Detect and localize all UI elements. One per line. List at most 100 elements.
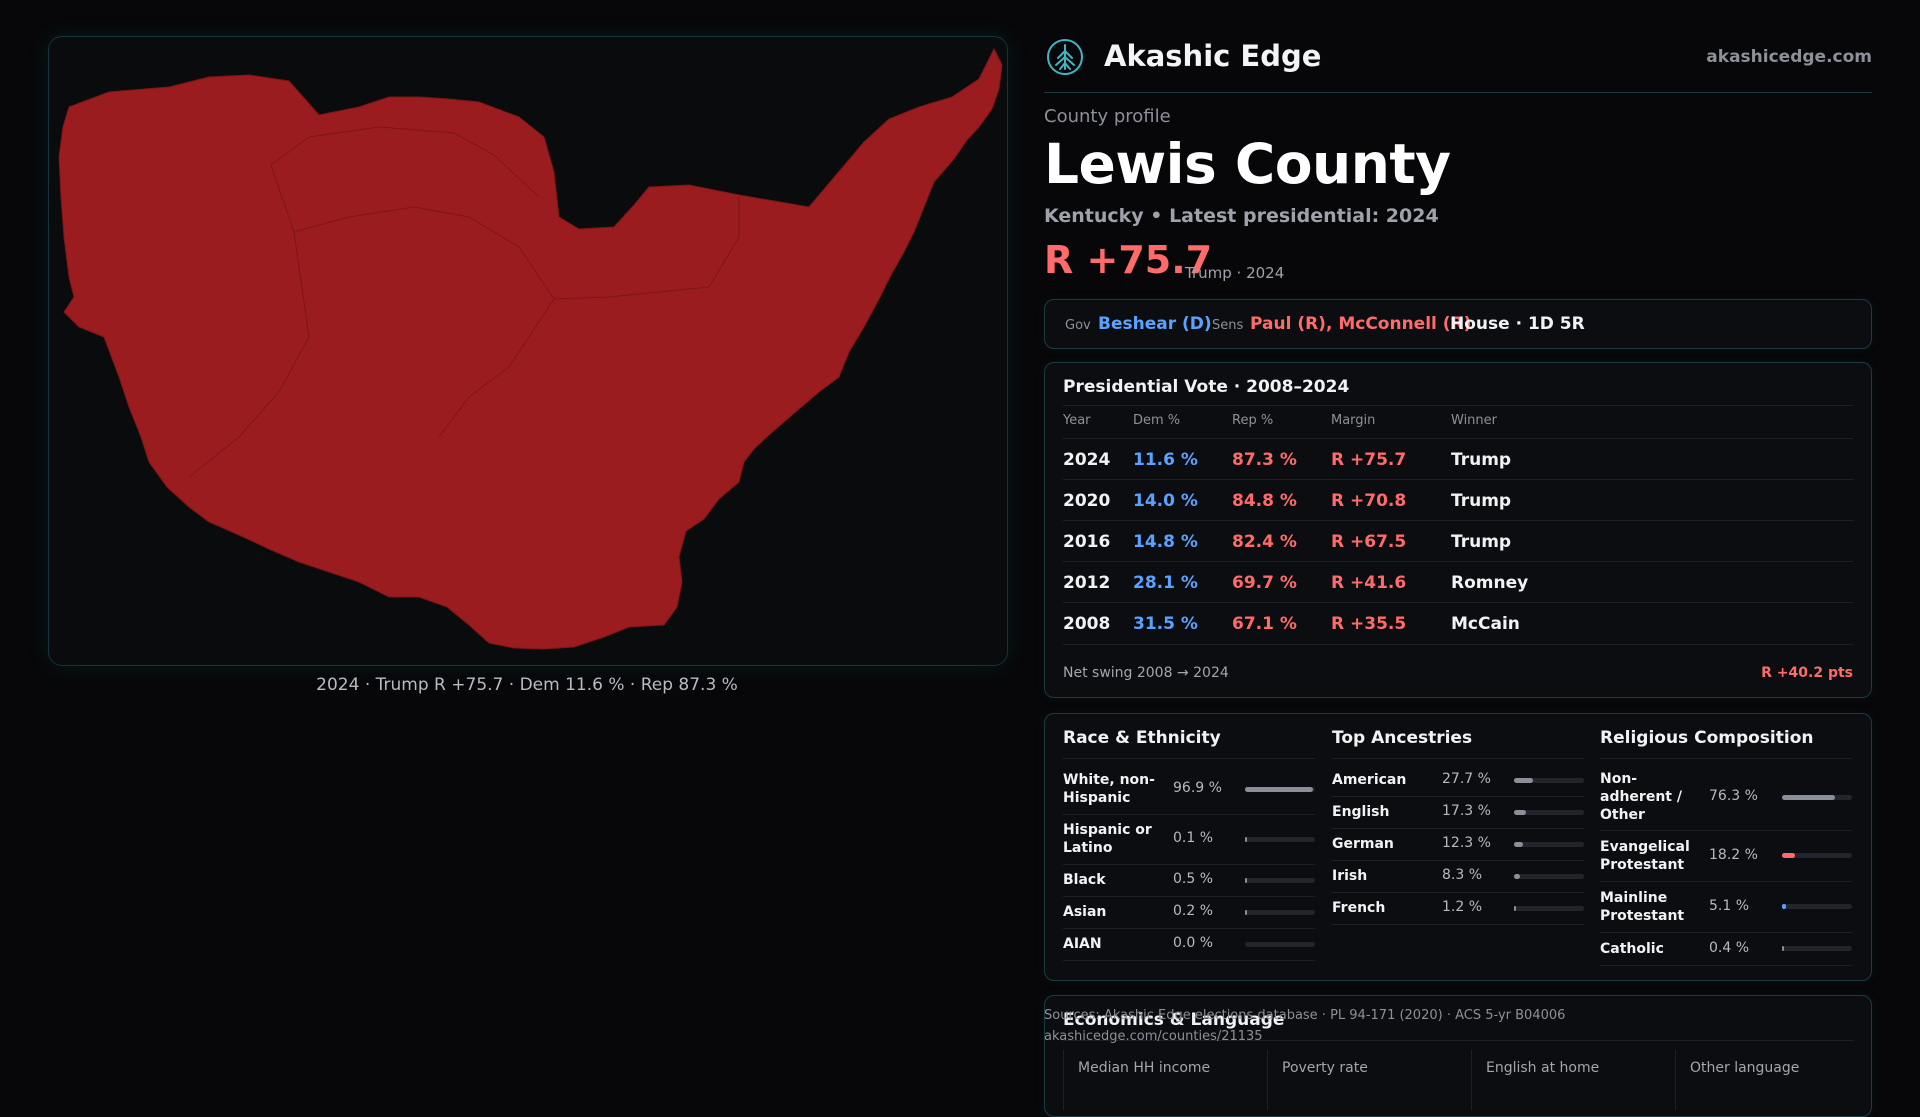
econ-label-poverty: Poverty rate bbox=[1282, 1060, 1368, 1076]
county-url-link[interactable]: akashicedge.com/counties/21135 bbox=[1044, 1029, 1263, 1044]
religion-row: Non-adherent / Other 76.3 % bbox=[1600, 764, 1852, 831]
officials-card: Gov Beshear (D) Sens Paul (R), McConnell… bbox=[1044, 299, 1872, 349]
sens-label: Sens bbox=[1212, 318, 1244, 333]
race-label: White, non-Hispanic bbox=[1063, 772, 1155, 806]
col-margin: Margin bbox=[1331, 413, 1376, 428]
economics-title: Economics & Language bbox=[1063, 1010, 1285, 1030]
ancestry-pct: 27.7 % bbox=[1442, 771, 1491, 787]
row-dem: 28.1 % bbox=[1133, 573, 1198, 593]
race-ethnicity-column: Race & Ethnicity White, non-Hispanic 96.9… bbox=[1063, 714, 1315, 980]
religion-bar-fill bbox=[1782, 904, 1786, 909]
race-bar-fill bbox=[1245, 909, 1247, 915]
col-year: Year bbox=[1063, 413, 1091, 428]
row-year: 2012 bbox=[1063, 573, 1111, 593]
race-row: AIAN 0.0 % bbox=[1063, 928, 1315, 961]
county-inner-border bbox=[188, 126, 740, 478]
religion-bar bbox=[1782, 794, 1852, 800]
race-label: Asian bbox=[1063, 904, 1107, 920]
religion-bar-fill bbox=[1782, 853, 1795, 858]
latest-margin: R +75.7 bbox=[1044, 238, 1213, 282]
table-row[interactable]: 2012 28.1 % 69.7 % R +41.6 Romney bbox=[1063, 561, 1853, 603]
row-rep: 67.1 % bbox=[1232, 614, 1297, 634]
ancestry-label: English bbox=[1332, 804, 1390, 820]
county-map[interactable] bbox=[49, 37, 1007, 665]
race-bar bbox=[1245, 941, 1315, 947]
race-row: Hispanic or Latino 0.1 % bbox=[1063, 814, 1315, 865]
county-shape[interactable] bbox=[58, 47, 1003, 650]
col-winner: Winner bbox=[1451, 413, 1498, 428]
row-winner: Trump bbox=[1451, 532, 1512, 552]
ancestry-pct: 1.2 % bbox=[1442, 899, 1483, 915]
religion-bar bbox=[1782, 904, 1852, 909]
row-rep: 69.7 % bbox=[1232, 573, 1297, 593]
race-divider bbox=[1063, 758, 1315, 759]
religion-pct: 76.3 % bbox=[1709, 788, 1758, 804]
ancestry-label: German bbox=[1332, 836, 1394, 852]
race-bar-fill bbox=[1245, 836, 1247, 842]
sens-value: Paul (R), McConnell (R) bbox=[1250, 314, 1472, 334]
religion-row: Catholic 0.4 % bbox=[1600, 932, 1852, 966]
religion-label: Evangelical Protestant bbox=[1600, 838, 1690, 873]
row-year: 2008 bbox=[1063, 614, 1111, 634]
religion-title: Religious Composition bbox=[1600, 728, 1814, 748]
econ-cell-income: Median HH income bbox=[1063, 1050, 1268, 1110]
row-margin: R +67.5 bbox=[1331, 532, 1407, 552]
race-row: White, non-Hispanic 96.9 % bbox=[1063, 764, 1315, 815]
table-row[interactable]: 2016 14.8 % 82.4 % R +67.5 Trump bbox=[1063, 520, 1853, 562]
ancestry-title: Top Ancestries bbox=[1332, 728, 1473, 748]
ancestry-column: Top Ancestries American 27.7 % English 17.3… bbox=[1332, 714, 1584, 980]
religion-label: Catholic bbox=[1600, 940, 1664, 957]
ancestry-label: Irish bbox=[1332, 868, 1368, 884]
ancestry-pct: 17.3 % bbox=[1442, 803, 1491, 819]
row-margin: R +70.8 bbox=[1331, 491, 1407, 511]
row-winner: Romney bbox=[1451, 573, 1529, 593]
row-margin: R +41.6 bbox=[1331, 573, 1407, 593]
brand-name[interactable]: Akashic Edge bbox=[1104, 39, 1322, 73]
sources-note: Sources: Akashic Edge elections database… bbox=[1044, 1005, 1565, 1047]
row-rep: 82.4 % bbox=[1232, 532, 1297, 552]
race-bar-fill bbox=[1245, 877, 1247, 883]
religion-bar-fill bbox=[1782, 946, 1784, 951]
ancestry-label: American bbox=[1332, 772, 1407, 788]
ancestry-divider bbox=[1332, 758, 1584, 759]
table-row[interactable]: 2020 14.0 % 84.8 % R +70.8 Trump bbox=[1063, 479, 1853, 521]
race-bar bbox=[1245, 909, 1315, 915]
ancestry-row: American 27.7 % bbox=[1332, 764, 1584, 797]
race-pct: 96.9 % bbox=[1173, 780, 1222, 796]
economics-divider bbox=[1063, 1040, 1853, 1041]
race-bar bbox=[1245, 836, 1315, 842]
table-row[interactable]: 2024 11.6 % 87.3 % R +75.7 Trump bbox=[1063, 438, 1853, 480]
net-swing-label: Net swing 2008 → 2024 bbox=[1063, 665, 1229, 681]
race-row: Black 0.5 % bbox=[1063, 864, 1315, 897]
ancestry-row: French 1.2 % bbox=[1332, 892, 1584, 925]
tree-logo-icon[interactable] bbox=[1046, 38, 1084, 76]
race-title: Race & Ethnicity bbox=[1063, 728, 1221, 748]
latest-margin-note: Trump · 2024 bbox=[1185, 264, 1285, 282]
col-dem: Dem % bbox=[1133, 413, 1181, 428]
religion-label: Mainline Protestant bbox=[1600, 889, 1685, 924]
ancestry-bar-fill bbox=[1514, 777, 1534, 783]
race-bar bbox=[1245, 877, 1315, 883]
ancestry-bar-fill bbox=[1514, 905, 1516, 911]
race-pct: 0.0 % bbox=[1173, 935, 1214, 951]
profile-subtitle: Kentucky • Latest presidential: 2024 bbox=[1044, 205, 1439, 227]
row-dem: 14.0 % bbox=[1133, 491, 1198, 511]
race-label: AIAN bbox=[1063, 936, 1102, 952]
row-winner: Trump bbox=[1451, 450, 1512, 470]
row-margin: R +75.7 bbox=[1331, 450, 1407, 470]
county-map-panel[interactable] bbox=[48, 36, 1008, 666]
row-year: 2024 bbox=[1063, 450, 1111, 470]
site-domain-link[interactable]: akashicedge.com bbox=[1706, 47, 1872, 67]
econ-cell-english: English at home bbox=[1471, 1050, 1676, 1110]
religion-pct: 18.2 % bbox=[1709, 846, 1758, 863]
row-year: 2020 bbox=[1063, 491, 1111, 511]
religion-pct: 5.1 % bbox=[1709, 897, 1750, 914]
table-row[interactable]: 2008 31.5 % 67.1 % R +35.5 McCain bbox=[1063, 602, 1853, 645]
row-rep: 87.3 % bbox=[1232, 450, 1297, 470]
race-pct: 0.1 % bbox=[1173, 830, 1214, 846]
gov-label: Gov bbox=[1065, 318, 1091, 333]
econ-label-income: Median HH income bbox=[1078, 1060, 1211, 1076]
religion-divider bbox=[1600, 758, 1852, 759]
race-pct: 0.2 % bbox=[1173, 903, 1214, 919]
row-winner: McCain bbox=[1451, 614, 1520, 634]
